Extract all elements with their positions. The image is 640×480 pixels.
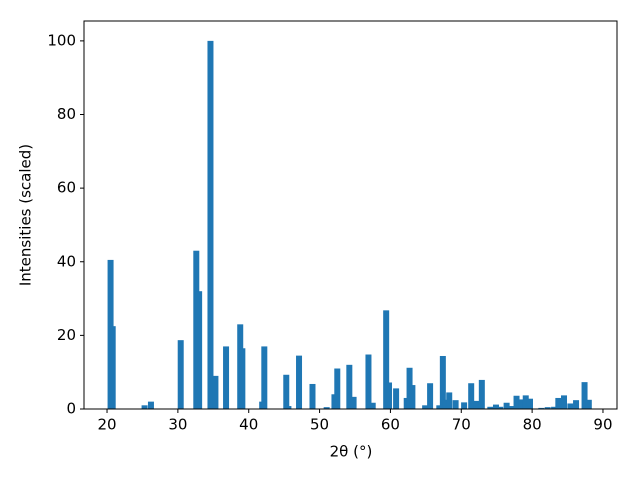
bar [386,382,393,409]
bar [544,407,551,409]
bar [177,340,184,409]
bar [446,392,453,409]
bar [409,385,416,409]
bar [522,395,529,409]
bar [487,406,494,409]
bar [427,383,434,409]
bar [393,388,400,409]
bar [436,405,443,409]
y-axis-label: Intensities (scaled) [17,144,35,286]
bar [323,407,330,409]
y-tick-label: 100 [47,31,76,49]
bar [555,397,562,409]
bar [296,355,303,409]
bar [285,406,292,409]
bar [508,406,515,409]
bar [518,399,525,409]
bar [147,401,154,409]
bar [492,404,499,409]
x-tick-label: 20 [97,416,116,434]
bar [350,396,357,409]
bar [503,402,510,409]
bar [109,326,116,409]
bar [497,406,504,409]
x-tick-label: 50 [310,416,329,434]
bar [526,398,533,409]
bar [369,402,376,409]
bar [207,40,214,409]
y-tick-label: 60 [57,179,76,197]
y-tick-label: 0 [66,400,76,418]
bar [309,383,316,409]
bar [212,375,219,409]
bar [551,406,558,409]
bar [478,379,485,409]
y-tick-label: 40 [57,252,76,270]
bar [223,346,230,409]
bar [346,364,353,409]
bar [468,383,475,409]
x-tick-label: 60 [381,416,400,434]
x-axis-label: 2θ (°) [330,443,373,461]
bar [334,368,341,409]
bar [365,354,372,409]
bar [513,395,520,409]
bar [196,291,203,409]
bar [452,400,459,409]
y-tick-label: 80 [57,105,76,123]
bar [261,346,268,409]
x-tick-label: 40 [239,416,258,434]
bar [581,382,588,409]
y-tick-label: 20 [57,326,76,344]
bar [567,403,574,409]
bar [283,374,290,409]
bar [573,400,580,409]
x-tick-label: 30 [168,416,187,434]
plot-frame [83,20,618,410]
bar [442,399,449,409]
bar [422,405,429,409]
bar [473,400,480,409]
bar [383,310,390,409]
bar [538,407,545,409]
bar [585,399,592,409]
bar [141,405,148,409]
bar [239,348,246,409]
bar [439,355,446,409]
bar [461,402,468,409]
x-tick-label: 70 [452,416,471,434]
x-tick-label: 80 [523,416,542,434]
bar [561,395,568,409]
x-tick-label: 90 [593,416,612,434]
